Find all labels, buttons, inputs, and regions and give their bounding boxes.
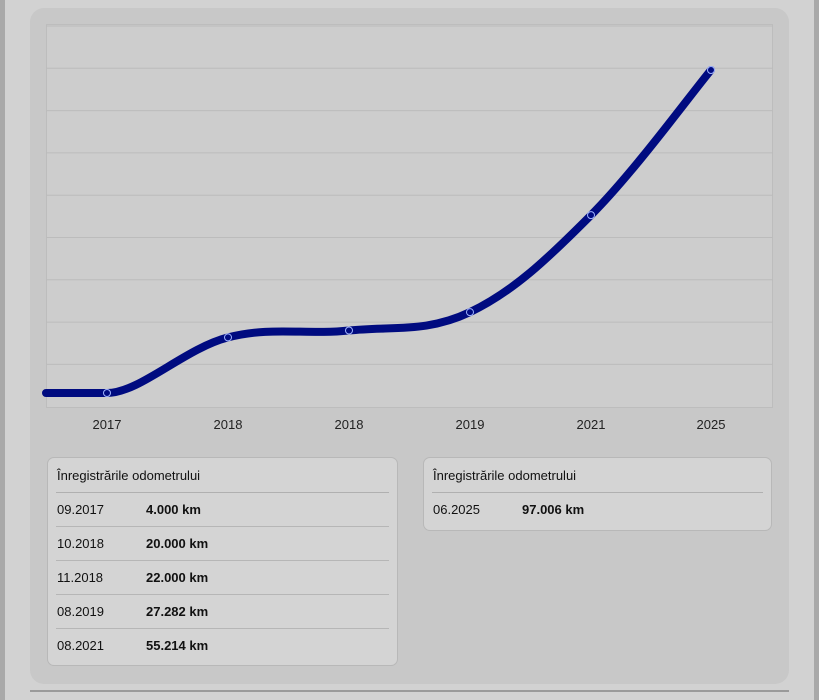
row-divider	[56, 594, 389, 595]
bottom-divider	[30, 690, 789, 692]
list-item: 08.2021 55.214 km	[48, 629, 397, 662]
x-tick-label: 2018	[213, 417, 243, 432]
record-date: 08.2019	[57, 604, 104, 619]
odometer-records-panel-right: Înregistrările odometrului 06.2025 97.006…	[423, 457, 772, 531]
list-item: 08.2019 27.282 km	[48, 595, 397, 628]
series-line	[42, 66, 715, 397]
list-item: 09.2017 4.000 km	[48, 493, 397, 526]
data-point[interactable]	[707, 66, 715, 74]
record-date: 10.2018	[57, 536, 104, 551]
record-date: 09.2017	[57, 502, 104, 517]
panel-title: Înregistrările odometrului	[433, 468, 577, 483]
data-point[interactable]	[103, 389, 111, 397]
x-tick-label: 2019	[455, 417, 485, 432]
x-tick-label: 2025	[696, 417, 726, 432]
record-km: 4.000 km	[146, 502, 201, 517]
record-date: 11.2018	[57, 570, 104, 585]
x-tick-label: 2021	[576, 417, 606, 432]
row-divider	[56, 560, 389, 561]
x-tick-label: 2018	[334, 417, 364, 432]
divider	[56, 492, 389, 493]
chart-plot-area	[46, 24, 773, 408]
list-item: 06.2025 97.006 km	[424, 493, 771, 526]
list-item: 10.2018 20.000 km	[48, 527, 397, 560]
divider	[432, 492, 763, 493]
record-km: 55.214 km	[146, 638, 209, 653]
x-tick-label: 2017	[92, 417, 122, 432]
row-divider	[56, 628, 389, 629]
data-point[interactable]	[224, 333, 232, 342]
record-km: 97.006 km	[522, 502, 585, 517]
data-point[interactable]	[345, 326, 353, 335]
list-item: 11.2018 22.000 km	[48, 561, 397, 594]
panel-title: Înregistrările odometrului	[57, 468, 201, 483]
record-date: 06.2025	[433, 502, 480, 517]
data-point[interactable]	[587, 211, 595, 220]
odometer-records-panel-left: Înregistrările odometrului 09.2017 4.000 …	[47, 457, 398, 666]
record-km: 27.282 km	[146, 604, 209, 619]
row-divider	[56, 526, 389, 527]
record-date: 08.2021	[57, 638, 104, 653]
data-point[interactable]	[466, 308, 474, 317]
record-km: 22.000 km	[146, 570, 209, 585]
record-km: 20.000 km	[146, 536, 209, 551]
